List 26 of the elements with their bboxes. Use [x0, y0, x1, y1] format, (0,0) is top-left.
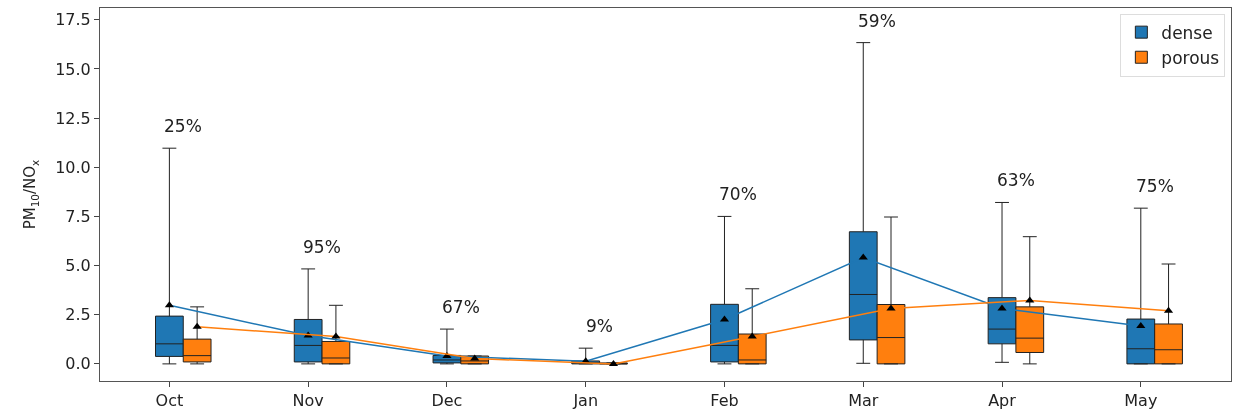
- y-tick-label: 10.0: [55, 157, 91, 177]
- x-tick-label: Oct: [155, 391, 184, 411]
- y-tick-label: 15.0: [55, 59, 91, 79]
- x-tick-label: Feb: [710, 391, 739, 411]
- annotation: 9%: [586, 316, 613, 336]
- y-tick-label: 0.0: [65, 354, 91, 374]
- y-tick-label: 2.5: [65, 305, 91, 325]
- annotation: 70%: [719, 184, 757, 204]
- x-tick-label: Jan: [572, 391, 599, 411]
- x-tick-label: Nov: [292, 391, 324, 411]
- legend-label: dense: [1161, 22, 1213, 43]
- annotation: 67%: [442, 297, 480, 317]
- annotation: 95%: [303, 237, 341, 257]
- annotation: 63%: [997, 170, 1035, 190]
- legend-label: porous: [1161, 47, 1220, 68]
- annotation: 25%: [164, 116, 202, 136]
- x-tick-label: Mar: [848, 391, 879, 411]
- annotation: 59%: [858, 11, 896, 31]
- y-tick-label: 12.5: [55, 108, 91, 128]
- y-tick-label: 17.5: [55, 10, 91, 30]
- x-tick-label: May: [1124, 391, 1158, 411]
- y-tick-label: 5.0: [65, 256, 91, 276]
- annotation: 75%: [1136, 176, 1174, 196]
- x-tick-label: Apr: [988, 391, 1017, 411]
- y-tick-label: 7.5: [65, 207, 91, 227]
- x-tick-label: Dec: [431, 391, 463, 411]
